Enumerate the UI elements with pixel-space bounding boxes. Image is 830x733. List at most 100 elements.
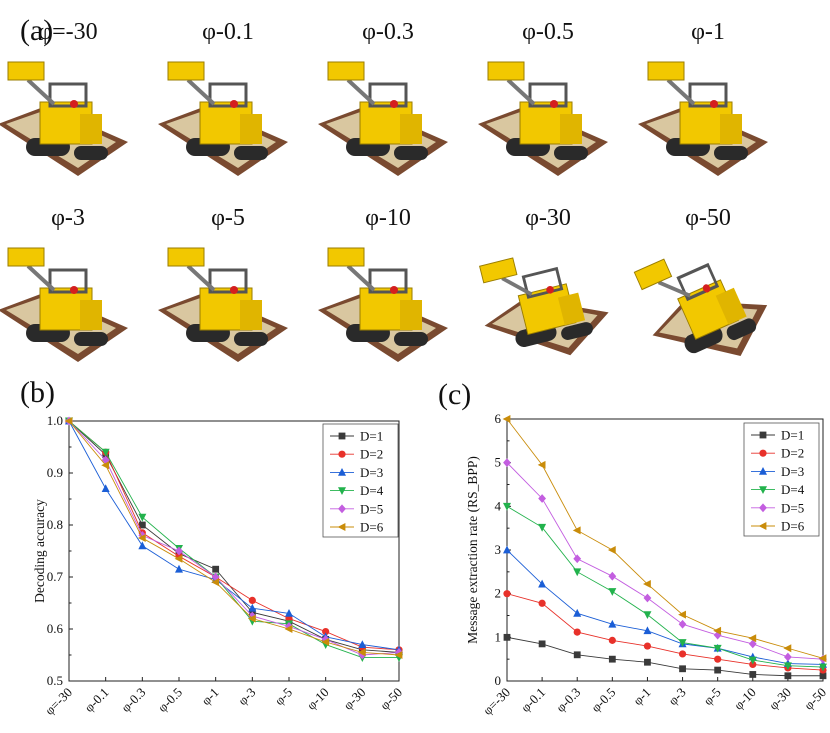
x-tick-label: φ-5 xyxy=(700,685,724,709)
toy-loader-image xyxy=(478,61,608,176)
y-axis-title: Decoding accuracy xyxy=(32,499,47,603)
legend-label: D=1 xyxy=(781,428,804,443)
panel-label-c: (c) xyxy=(438,378,472,411)
data-point xyxy=(284,625,293,633)
data-point xyxy=(818,654,827,663)
data-point xyxy=(138,513,147,522)
legend-label: D=1 xyxy=(360,429,383,444)
data-point xyxy=(175,546,183,556)
series-line xyxy=(506,593,824,671)
data-point xyxy=(211,572,220,582)
thumbnail-6: φ-3 xyxy=(0,206,148,386)
y-tick-label: 0 xyxy=(495,673,502,688)
series-line xyxy=(506,418,824,659)
thumbnail-7: φ-5 xyxy=(148,206,308,386)
y-tick-label: 1 xyxy=(495,629,502,644)
legend-label: D=2 xyxy=(360,447,383,462)
data-point xyxy=(138,521,146,529)
series-line xyxy=(68,420,400,651)
legend-marker xyxy=(759,431,767,439)
data-point xyxy=(322,628,330,636)
legend-label: D=3 xyxy=(781,464,804,479)
x-tick-label: φ-3 xyxy=(665,685,689,709)
data-point xyxy=(538,523,547,532)
legend-marker xyxy=(338,432,346,440)
y-tick-label: 0.5 xyxy=(47,673,63,688)
chart-message-extraction-rate: 0 1 2 3 4 5 6 φ=-30 φ-0.1 φ-0.3 φ-0.5 φ-1 φ-3 φ-5 φ-10… xyxy=(465,411,829,718)
legend-label: D=4 xyxy=(781,482,805,497)
data-point xyxy=(819,672,827,680)
toy-loader-image xyxy=(318,247,448,362)
legend: D=1 D=2 D=3 D=4 D=5 D=6 xyxy=(322,423,399,538)
toy-loader-image xyxy=(633,258,768,357)
x-tick-label: φ-3 xyxy=(235,685,259,709)
legend-marker xyxy=(338,450,346,458)
x-tick-label: φ=-30 xyxy=(42,685,75,718)
toy-loader-image xyxy=(318,61,448,176)
data-point xyxy=(211,578,220,587)
legend-marker xyxy=(338,504,346,514)
y-tick-label: 0.6 xyxy=(47,621,64,636)
data-point xyxy=(285,609,293,617)
x-tick-label: φ-50 xyxy=(377,685,405,713)
thumbnail-2: φ-0.1 xyxy=(148,20,308,200)
legend-label: D=6 xyxy=(781,519,805,534)
data-point xyxy=(643,626,652,635)
data-point xyxy=(608,571,617,581)
thumbnail-5: φ-1 xyxy=(628,20,788,200)
thumbnail-10: φ-50 xyxy=(628,206,788,386)
data-point xyxy=(573,608,582,617)
data-point xyxy=(137,534,146,542)
legend-label: D=6 xyxy=(360,520,384,535)
data-point xyxy=(502,415,511,423)
data-point xyxy=(175,564,183,573)
data-point xyxy=(538,640,546,648)
data-point xyxy=(678,650,687,658)
x-tick-label: φ-0.5 xyxy=(155,685,185,715)
data-point xyxy=(573,568,582,577)
x-tick-label: φ-50 xyxy=(801,685,829,713)
data-point xyxy=(64,417,73,425)
thumbnail-label: φ-0.1 xyxy=(202,19,254,45)
series-line xyxy=(506,636,823,677)
thumbnail-label: φ-0.3 xyxy=(362,19,414,45)
data-point xyxy=(248,603,257,612)
data-point xyxy=(713,626,722,635)
data-point xyxy=(573,651,581,659)
data-point xyxy=(247,614,256,623)
data-point xyxy=(678,610,686,619)
data-point xyxy=(503,502,511,511)
toy-loader-image xyxy=(479,257,609,356)
data-point xyxy=(503,458,511,468)
legend-marker xyxy=(338,487,346,495)
x-tick-label: φ-0.5 xyxy=(588,685,618,715)
data-point xyxy=(644,658,651,666)
data-point xyxy=(358,640,367,648)
data-point xyxy=(608,655,616,663)
y-axis-title: Message extraction rate (RS_BPP) xyxy=(465,456,480,644)
data-point xyxy=(608,636,616,644)
thumbnail-label: φ-50 xyxy=(685,205,731,231)
data-point xyxy=(321,638,330,646)
data-point xyxy=(643,611,652,620)
data-point xyxy=(394,651,403,659)
data-point xyxy=(248,611,257,621)
legend-marker xyxy=(759,486,767,494)
data-point xyxy=(503,590,511,598)
thumbnail-label: φ-10 xyxy=(365,205,411,231)
data-point xyxy=(643,642,652,650)
data-point xyxy=(538,599,546,607)
data-point xyxy=(572,526,581,535)
thumbnail-4: φ-0.5 xyxy=(468,20,628,200)
data-point xyxy=(285,622,293,631)
data-point xyxy=(573,554,582,564)
data-point xyxy=(608,619,617,628)
series-D=6 xyxy=(502,415,827,663)
data-point xyxy=(679,665,686,673)
data-point xyxy=(714,666,722,674)
data-point xyxy=(783,662,792,671)
data-point xyxy=(101,484,110,492)
series-line xyxy=(68,420,400,653)
data-point xyxy=(678,619,687,629)
legend-label: D=5 xyxy=(360,501,383,516)
